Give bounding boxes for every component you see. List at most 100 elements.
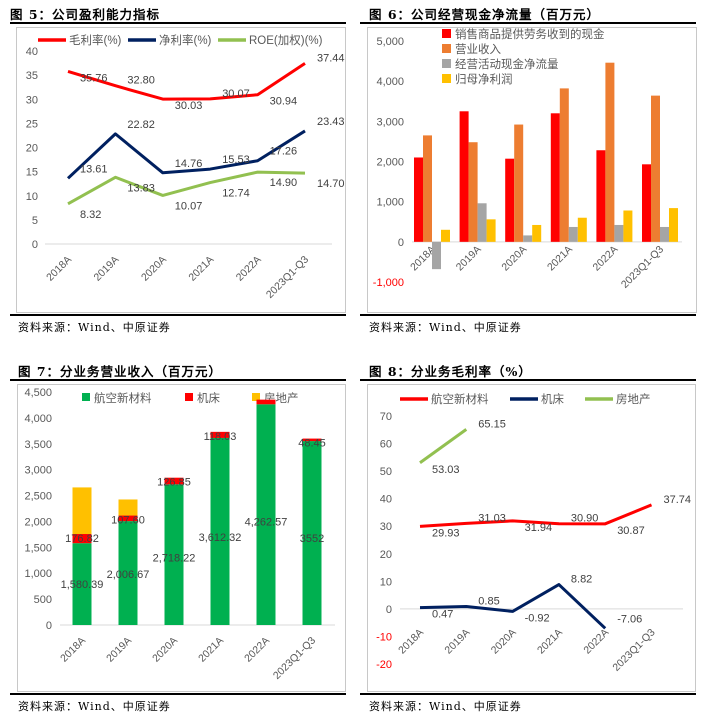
chart6-legend-label: 营业收入: [455, 42, 501, 56]
chart6-legend-swatch: [442, 44, 451, 53]
figure-5-source: 资料来源：Wind、中原证券: [18, 321, 171, 334]
chart8-data-label: 37.74: [664, 494, 692, 506]
chart6-bar: [441, 229, 450, 242]
chart7-y-tick-label: 0: [46, 620, 52, 632]
chart5-y-tick-label: 30: [26, 94, 38, 106]
chart7-data-label: 1,580.39: [61, 579, 104, 591]
chart7-y-tick-label: 1,000: [24, 568, 52, 580]
chart7-stacked-bar: [164, 484, 184, 625]
chart8-y-tick-label: -10: [376, 631, 392, 643]
chart7-x-tick-label: 2021A: [196, 635, 226, 665]
figure-7-bottom-rule: [10, 693, 346, 695]
chart6-x-tick-label: 2021A: [545, 243, 575, 273]
figure-8-frame: [367, 384, 696, 692]
chart7-stacked-bar: [256, 404, 276, 625]
chart5-data-label: 30.94: [270, 96, 298, 108]
chart6-x-tick-label: 2022A: [591, 243, 621, 273]
chart7-stacked-bar: [210, 437, 230, 625]
chart6-x-tick-label: 2019A: [454, 243, 484, 273]
chart6-bar: [559, 88, 569, 242]
chart6-legend-label: 经营活动现金净流量: [455, 57, 559, 71]
chart6-legend-swatch: [442, 29, 451, 38]
figure-7-title: 图 7：分业务营业收入（百万元）: [18, 364, 223, 379]
chart5-data-label: 14.90: [270, 177, 298, 189]
chart8-x-tick-label: 2023Q1-Q3: [610, 626, 657, 673]
chart6-bar: [568, 226, 578, 242]
chart7-stacked-bar: [256, 399, 276, 405]
chart8-y-tick-label: 20: [380, 549, 392, 561]
chart7-y-tick-label: 4,000: [24, 413, 52, 425]
chart8-series-line: [419, 503, 653, 528]
chart7-y-tick-label: 2,000: [24, 516, 52, 528]
chart8-data-label: 31.94: [525, 522, 553, 534]
chart6-bar: [660, 226, 669, 242]
chart7-y-tick-label: 3,500: [24, 439, 52, 451]
chart7-legend-label: 航空新材料: [94, 391, 152, 405]
chart7-data-label: 48.45: [298, 438, 326, 450]
chart5-series-line: [66, 129, 306, 180]
chart8-y-tick-label: 70: [380, 411, 392, 423]
chart8-y-tick-label: 10: [380, 576, 392, 588]
figure-6-bottom-rule: [360, 314, 696, 316]
figure-5-top-rule: [10, 22, 346, 24]
chart5-data-label: 13.61: [80, 163, 108, 175]
chart5-data-label: 30.03: [175, 100, 203, 112]
chart7-data-label: 118.03: [204, 431, 237, 443]
chart7-legend-swatch: [82, 393, 90, 401]
chart7-data-label: 126.85: [157, 477, 191, 489]
chart6-bar: [532, 224, 542, 242]
chart8-data-label: 31.03: [478, 512, 506, 524]
figure-8-source: 资料来源：Wind、中原证券: [369, 700, 522, 713]
chart7-data-label: 3552: [300, 533, 324, 545]
figure-5-frame: [16, 27, 346, 313]
chart6-legend-swatch: [442, 59, 451, 68]
chart5-legend-label: ROE(加权)(%): [249, 34, 323, 47]
chart8-y-tick-label: 30: [380, 521, 392, 533]
chart5-data-label: 14.76: [175, 158, 203, 170]
chart5-x-tick-label: 2022A: [234, 254, 264, 284]
chart8-legend-label: 房地产: [616, 392, 651, 406]
chart8-series-line: [419, 583, 607, 630]
chart5-y-tick-label: 20: [26, 143, 38, 155]
chart7-stacked-bar: [118, 499, 138, 516]
chart5-data-label: 23.43: [317, 116, 345, 128]
chart6-bar: [669, 208, 678, 242]
chart5-x-tick-label: 2019A: [92, 254, 122, 284]
chart8-x-tick-label: 2020A: [489, 627, 519, 657]
chart5-y-tick-label: 35: [26, 70, 38, 82]
chart8-y-tick-label: 50: [380, 466, 392, 478]
chart5-y-tick-label: 40: [26, 46, 38, 58]
chart6-bar: [523, 235, 533, 242]
chart5-y-tick-label: 25: [26, 118, 38, 130]
chart6-legend-label: 销售商品提供劳务收到的现金: [455, 27, 605, 41]
chart7-x-tick-label: 2019A: [104, 635, 134, 665]
chart8-y-tick-label: 40: [380, 494, 392, 506]
chart6-y-tick-label: 5,000: [376, 36, 404, 48]
chart7-y-tick-label: 4,500: [24, 387, 52, 399]
chart7-y-tick-label: 1,500: [24, 542, 52, 554]
chart5-x-tick-label: 2020A: [139, 254, 169, 284]
chart8-x-tick-label: 2019A: [442, 627, 472, 657]
chart8-data-label: -7.06: [617, 613, 642, 625]
chart5-legend-label: 净利率(%): [159, 33, 212, 47]
figure-6-top-rule: [360, 22, 696, 24]
chart8-x-tick-label: 2021A: [535, 627, 565, 657]
chart8-legend-label: 航空新材料: [431, 392, 489, 406]
chart7-data-label: 3,612.32: [199, 532, 242, 544]
chart6-bar: [623, 210, 633, 242]
chart6-y-tick-label: 4,000: [376, 76, 404, 88]
chart7-stacked-bar: [118, 515, 138, 522]
chart5-y-tick-label: 10: [26, 191, 38, 203]
chart5-data-label: 13.83: [127, 182, 155, 194]
figure-8-bottom-rule: [360, 693, 696, 695]
chart6-bar: [414, 157, 423, 242]
chart5-series-line: [67, 62, 306, 101]
chart6-bar: [459, 111, 469, 242]
chart5-data-label: 32.80: [127, 75, 155, 87]
chart6-bar: [642, 164, 651, 242]
chart5-data-label: 30.07: [222, 88, 250, 100]
chart6-bar: [605, 62, 615, 242]
chart5-data-label: 35.76: [80, 72, 108, 84]
chart6-y-tick-label: 2,000: [376, 157, 404, 169]
chart8-data-label: 0.85: [478, 596, 499, 608]
